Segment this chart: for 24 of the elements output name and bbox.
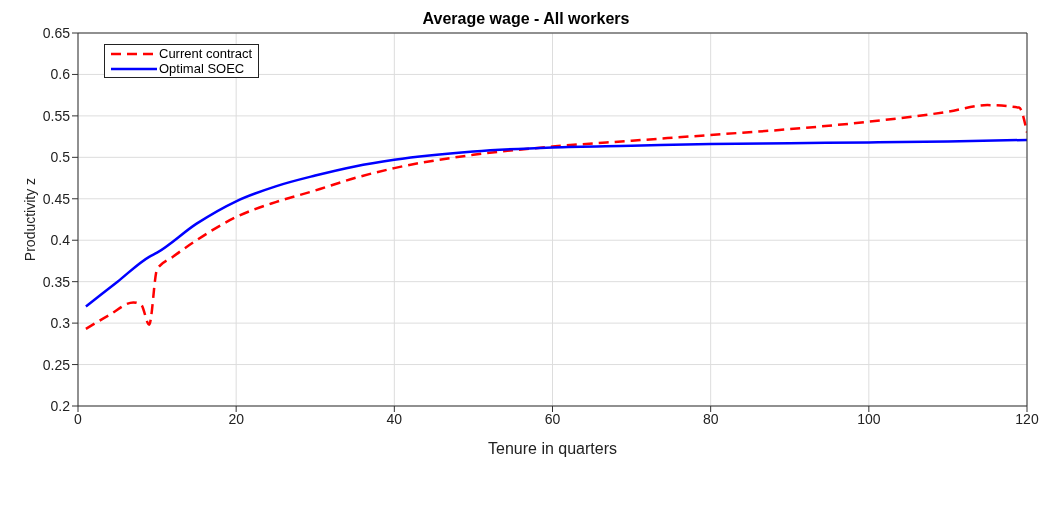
y-axis-title: Productivity z (21, 177, 38, 262)
chart-title: Average wage - All workers (422, 10, 630, 27)
y-tick-label: 0.3 (50, 315, 71, 332)
legend-label: Current contract (159, 46, 253, 61)
x-tick-label: 120 (1015, 410, 1039, 427)
y-tick-label: 0.5 (50, 149, 71, 166)
y-tick-label: 0.2 (50, 397, 71, 414)
y-tick-label: 0.65 (42, 24, 71, 41)
line-series (84, 103, 1027, 331)
x-tick-label: 100 (857, 410, 881, 427)
legend-label: Optimal SOEC (159, 61, 245, 76)
x-tick-label: 80 (702, 410, 719, 427)
y-tick-label: 0.35 (42, 273, 71, 290)
x-tick-label: 20 (228, 410, 245, 427)
y-tick-label: 0.45 (42, 190, 71, 207)
x-tick-label: 60 (544, 410, 561, 427)
line-series (84, 138, 1027, 308)
y-tick-label: 0.6 (50, 66, 71, 83)
x-axis-title: Tenure in quarters (488, 440, 617, 457)
y-tick-label: 0.25 (42, 356, 71, 373)
x-tick-label: 40 (386, 410, 403, 427)
x-tick-label: 0 (74, 410, 83, 427)
y-tick-label: 0.55 (42, 107, 71, 124)
y-tick-label: 0.4 (50, 232, 71, 249)
